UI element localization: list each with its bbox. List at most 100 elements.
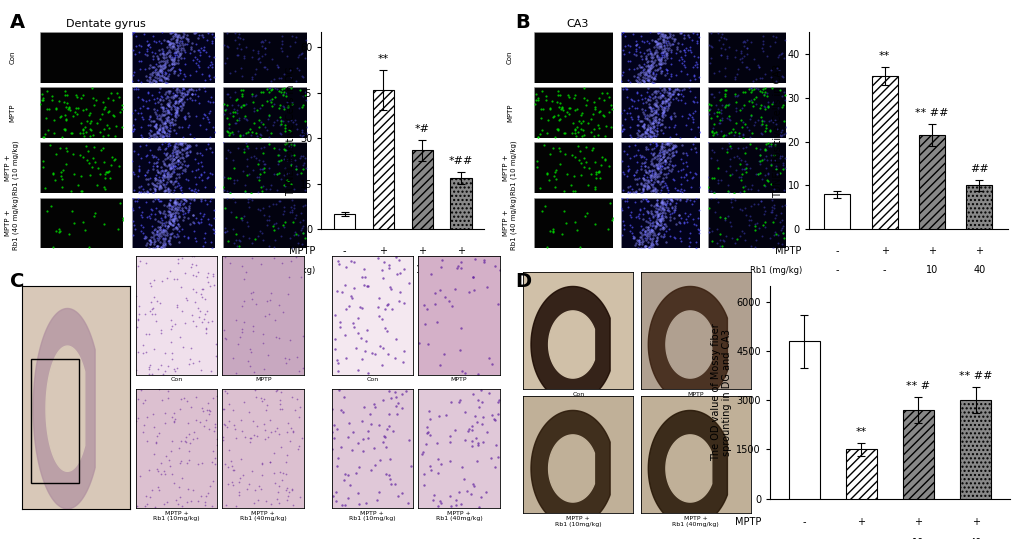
- Point: [176, 139, 193, 148]
- Point: [632, 70, 648, 79]
- Point: [160, 71, 176, 80]
- Point: [147, 130, 163, 139]
- Point: [164, 28, 180, 37]
- Point: [638, 223, 654, 231]
- Point: [51, 225, 67, 233]
- Point: [218, 29, 234, 38]
- Point: [270, 157, 286, 165]
- Point: [202, 482, 218, 490]
- Point: [587, 170, 603, 178]
- Point: [163, 163, 179, 172]
- Point: [136, 29, 152, 38]
- Point: [661, 212, 678, 221]
- Point: [653, 162, 669, 170]
- Point: [170, 52, 186, 60]
- Point: [149, 133, 165, 141]
- Point: [718, 113, 735, 122]
- Point: [239, 195, 256, 204]
- Point: [637, 241, 653, 250]
- Point: [162, 201, 178, 209]
- Point: [648, 40, 664, 49]
- Point: [286, 405, 303, 414]
- Point: [278, 486, 294, 494]
- Point: [664, 143, 681, 152]
- Point: [632, 150, 648, 159]
- Point: [74, 187, 91, 196]
- Polygon shape: [665, 311, 711, 378]
- Point: [471, 403, 487, 411]
- Point: [679, 70, 695, 79]
- Text: **: **: [377, 54, 388, 64]
- Point: [541, 227, 557, 236]
- Point: [138, 72, 154, 81]
- Point: [204, 458, 220, 466]
- Point: [176, 113, 193, 122]
- Point: [727, 46, 743, 54]
- Point: [544, 225, 560, 233]
- Point: [632, 52, 648, 61]
- Point: [669, 95, 686, 104]
- Point: [163, 39, 179, 47]
- Point: [232, 416, 249, 425]
- Text: **: **: [855, 426, 866, 437]
- Point: [166, 201, 182, 209]
- Point: [228, 241, 245, 250]
- Point: [204, 243, 220, 252]
- Point: [152, 61, 168, 70]
- Point: [238, 171, 255, 179]
- Point: [637, 231, 653, 239]
- Point: [658, 68, 675, 77]
- Point: [727, 53, 743, 61]
- Point: [646, 185, 662, 194]
- Point: [129, 314, 146, 323]
- Point: [219, 462, 235, 471]
- Point: [180, 122, 197, 131]
- Point: [656, 58, 673, 67]
- Point: [717, 85, 734, 94]
- Point: [65, 219, 82, 227]
- Point: [59, 98, 75, 107]
- Point: [660, 100, 677, 108]
- Point: [661, 195, 678, 203]
- Point: [688, 170, 704, 178]
- Point: [644, 150, 660, 158]
- Point: [269, 63, 285, 71]
- Point: [165, 216, 181, 225]
- X-axis label: MPTP +
Rb1 (10mg/kg): MPTP + Rb1 (10mg/kg): [153, 510, 200, 521]
- Point: [629, 134, 645, 142]
- Point: [156, 181, 172, 190]
- Point: [631, 210, 647, 218]
- Point: [217, 500, 233, 509]
- Point: [347, 344, 364, 353]
- Point: [720, 114, 737, 123]
- Point: [619, 41, 635, 50]
- Point: [250, 116, 266, 125]
- Point: [149, 51, 165, 60]
- Point: [647, 185, 663, 194]
- Point: [641, 140, 657, 149]
- Point: [771, 218, 788, 226]
- Point: [167, 49, 183, 57]
- Point: [154, 140, 170, 149]
- Point: [633, 122, 649, 130]
- Point: [643, 187, 659, 196]
- Point: [440, 296, 457, 305]
- Point: [230, 478, 247, 486]
- Point: [659, 194, 676, 202]
- Point: [157, 165, 173, 174]
- Point: [756, 207, 772, 216]
- Point: [580, 163, 596, 172]
- Point: [235, 318, 252, 327]
- Point: [644, 53, 660, 61]
- Point: [590, 108, 606, 116]
- Point: [632, 63, 648, 72]
- Point: [332, 323, 348, 331]
- Point: [272, 400, 288, 409]
- Point: [425, 495, 441, 504]
- Point: [636, 158, 652, 167]
- Point: [709, 198, 726, 206]
- Point: [156, 225, 172, 234]
- Point: [200, 97, 216, 106]
- Point: [205, 98, 221, 106]
- Point: [276, 145, 292, 154]
